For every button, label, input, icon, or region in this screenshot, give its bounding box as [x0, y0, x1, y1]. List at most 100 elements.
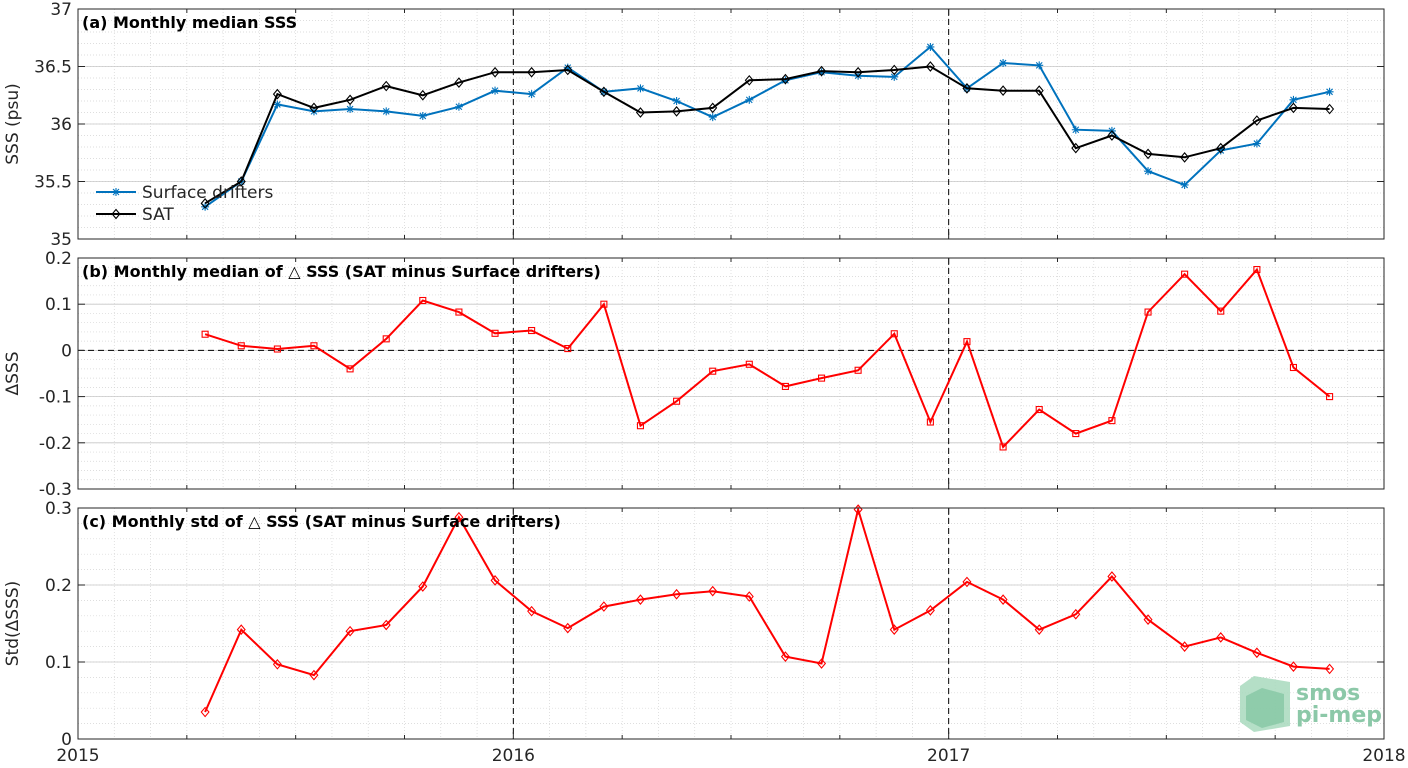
data-point: [1252, 139, 1261, 148]
data-point: [1143, 148, 1153, 160]
data-point: [708, 102, 718, 114]
data-point: [672, 105, 682, 117]
y-tick-label: 0.1: [45, 653, 72, 673]
data-point: [963, 338, 971, 346]
series-line-0: [204, 45, 1330, 208]
x-tick-label: 2018: [1362, 746, 1405, 766]
data-point: [418, 111, 427, 120]
data-point: [1071, 125, 1080, 134]
data-point: [1180, 180, 1189, 189]
data-point: [1216, 146, 1225, 155]
y-tick-label: 35: [50, 230, 72, 250]
data-point: [418, 89, 428, 101]
data-point: [200, 197, 210, 209]
data-point: [1071, 142, 1081, 154]
legend-label: Surface drifters: [142, 183, 273, 203]
data-point: [817, 65, 827, 77]
data-point: [780, 73, 790, 85]
data-point: [527, 605, 537, 617]
data-point: [817, 68, 826, 77]
data-point: [744, 74, 754, 86]
data-point: [1034, 624, 1044, 636]
y-tick-label: 0.3: [45, 499, 72, 519]
legend-marker: [111, 208, 121, 220]
data-point: [273, 100, 282, 109]
y-tick-label: 35.5: [34, 173, 72, 193]
series-line-0: [204, 505, 1330, 713]
y-tick-label: -0.1: [39, 388, 72, 408]
data-point: [926, 42, 935, 51]
data-point: [999, 59, 1008, 68]
data-point: [926, 418, 934, 426]
x-tick-label: 2015: [56, 746, 99, 766]
data-point: [889, 624, 899, 636]
data-point: [455, 308, 463, 316]
y-axis-label: SSS (psu): [3, 83, 23, 164]
panel-c-std-delta-sss: 2015 2016 2017 2018 0 0.1 0.2 0.3 Std(ΔSSS) (c) M…: [3, 499, 1406, 766]
data-point: [1217, 307, 1225, 315]
data-point: [527, 90, 536, 99]
data-point: [381, 619, 391, 631]
series-line-1: [204, 65, 1330, 205]
series-line-0: [204, 267, 1331, 449]
data-point: [817, 658, 827, 669]
data-point: [1034, 85, 1044, 97]
data-point: [201, 330, 209, 338]
data-point: [346, 365, 354, 373]
data-point: [889, 64, 899, 76]
data-point: [599, 601, 609, 612]
plot-area: [78, 508, 1384, 739]
data-point: [346, 105, 355, 114]
data-point: [1252, 115, 1262, 126]
data-point: [600, 300, 608, 308]
panel-title: (b) Monthly median of △ SSS (SAT minus S…: [82, 262, 601, 281]
data-point: [382, 107, 391, 116]
data-point: [528, 326, 536, 335]
data-point: [781, 382, 789, 390]
data-point: [1325, 87, 1334, 96]
data-point: [1143, 614, 1153, 626]
data-point: [381, 80, 391, 92]
data-point: [272, 88, 282, 100]
data-point: [1289, 363, 1298, 372]
data-point: [998, 85, 1008, 97]
data-point: [491, 86, 500, 95]
data-point: [744, 591, 754, 602]
data-point: [454, 511, 464, 523]
y-tick-label: 0.2: [45, 249, 72, 269]
data-point: [854, 366, 862, 374]
data-point: [925, 61, 935, 72]
data-point: [200, 706, 210, 718]
data-point: [635, 594, 645, 605]
data-point: [272, 658, 282, 670]
data-point: [563, 64, 573, 76]
panel-title: (c) Monthly std of △ SSS (SAT minus Surf…: [82, 512, 561, 531]
data-point: [1035, 61, 1044, 70]
y-tick-label: -0.2: [39, 434, 72, 454]
data-point: [745, 95, 754, 104]
data-point: [854, 71, 863, 80]
y-tick-label: 0: [61, 341, 72, 361]
data-point: [1325, 663, 1335, 675]
logo-text-smos: smos: [1296, 681, 1360, 706]
data-point: [454, 77, 464, 88]
data-point: [673, 397, 681, 405]
data-point: [1288, 102, 1298, 114]
data-point: [745, 360, 753, 368]
data-point: [1180, 641, 1190, 652]
data-point: [999, 443, 1007, 451]
data-point: [636, 422, 645, 430]
logo-text-pimep: pi-mep: [1296, 703, 1382, 728]
panel-title: (a) Monthly median SSS: [82, 13, 297, 32]
data-point: [672, 97, 681, 105]
data-point: [527, 66, 537, 78]
data-point: [672, 588, 682, 600]
data-point: [345, 625, 355, 637]
data-point: [962, 82, 972, 94]
data-point: [853, 66, 863, 78]
data-point: [1216, 142, 1226, 154]
data-point: [925, 605, 935, 616]
data-point: [236, 176, 246, 187]
data-point: [708, 113, 717, 122]
